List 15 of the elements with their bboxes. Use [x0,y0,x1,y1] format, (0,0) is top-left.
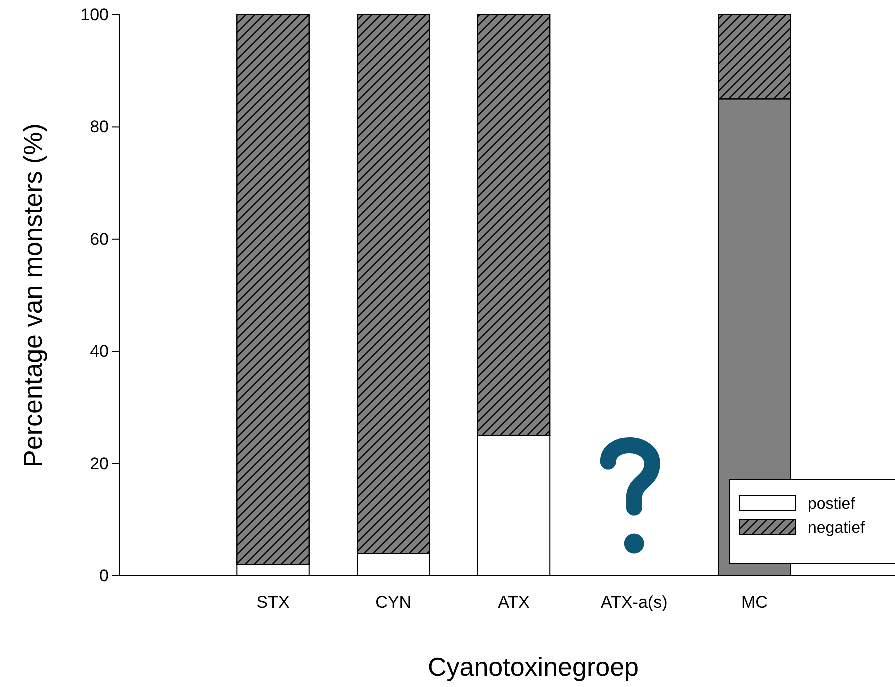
x-tick-label: CYN [376,592,412,612]
x-axis-title: Cyanotoxinegroep [428,652,640,682]
x-tick-label: ATX [498,592,530,612]
x-tick-label: ATX-a(s) [600,592,668,612]
legend-label: postief [808,496,856,513]
legend-label: negatief [808,520,866,537]
y-tick-label: 20 [90,454,109,474]
x-tick-label: STX [256,592,290,612]
y-tick-label: 80 [90,118,109,137]
y-axis-title: Percentage van monsters (%) [18,124,48,468]
y-tick-label: 40 [90,342,109,362]
y-tick-label: 100 [80,5,109,24]
y-tick-label: 60 [90,230,109,249]
y-tick-label: 0 [100,566,109,586]
x-tick-label: MC [742,592,768,612]
